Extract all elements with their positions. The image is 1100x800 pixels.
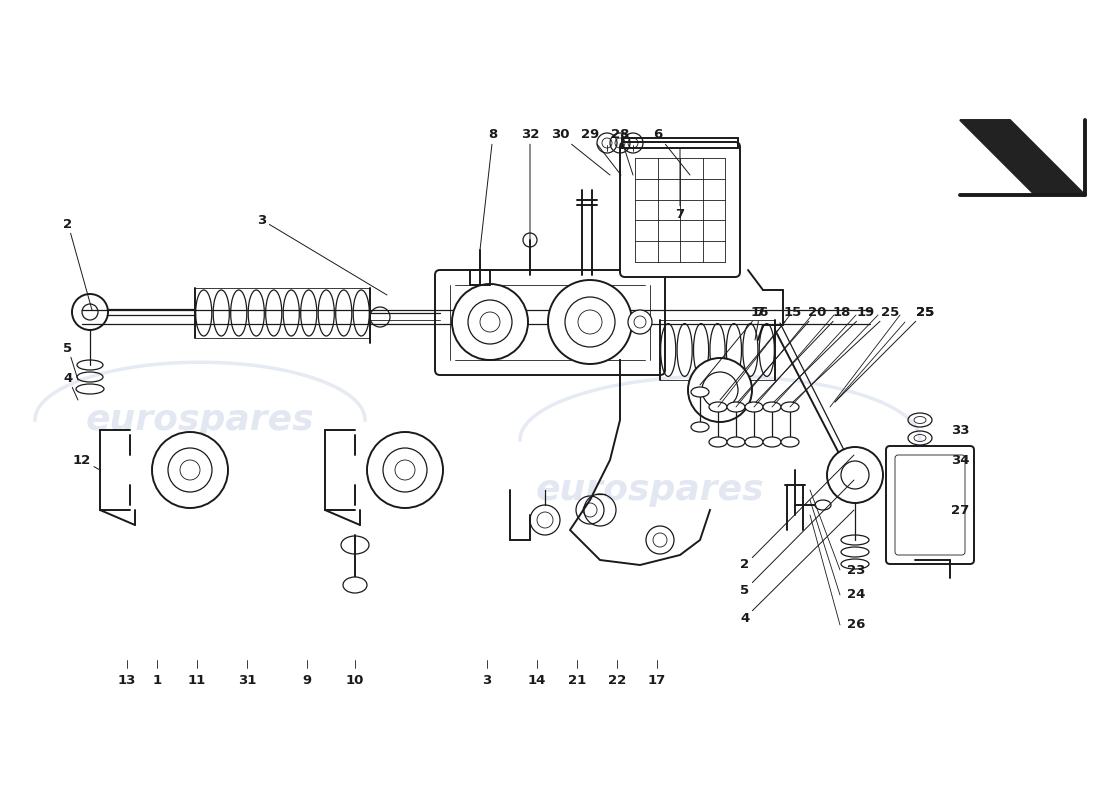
Text: 24: 24 (847, 589, 866, 602)
Text: 29: 29 (581, 129, 622, 175)
Ellipse shape (745, 402, 763, 412)
Circle shape (688, 358, 752, 422)
Text: 3: 3 (483, 674, 492, 686)
Text: eurospares: eurospares (86, 403, 315, 437)
Text: 12: 12 (73, 454, 100, 470)
Ellipse shape (815, 500, 830, 510)
Ellipse shape (727, 402, 745, 412)
Text: 30: 30 (551, 129, 611, 175)
Text: 18: 18 (756, 306, 851, 402)
Ellipse shape (781, 402, 799, 412)
Text: 7: 7 (755, 306, 764, 340)
Ellipse shape (710, 402, 727, 412)
Circle shape (628, 310, 652, 334)
Text: 7: 7 (675, 148, 684, 222)
Text: eurospares: eurospares (536, 473, 764, 507)
FancyBboxPatch shape (886, 446, 974, 564)
Circle shape (548, 280, 632, 364)
Text: 27: 27 (950, 503, 969, 517)
Ellipse shape (763, 437, 781, 447)
Text: 8: 8 (480, 129, 497, 250)
Text: 26: 26 (847, 618, 866, 631)
Text: 20: 20 (738, 306, 826, 402)
Text: 15: 15 (720, 306, 802, 400)
Ellipse shape (727, 437, 745, 447)
Ellipse shape (781, 437, 799, 447)
Text: 17: 17 (648, 674, 667, 686)
FancyBboxPatch shape (620, 142, 740, 277)
Text: 28: 28 (610, 129, 632, 175)
Text: 3: 3 (257, 214, 387, 295)
Text: 25: 25 (793, 306, 899, 402)
Text: 23: 23 (847, 563, 866, 577)
Text: 1: 1 (153, 674, 162, 686)
Ellipse shape (691, 387, 710, 397)
Text: 10: 10 (345, 674, 364, 686)
Text: 4: 4 (64, 371, 78, 400)
Text: 2: 2 (64, 218, 92, 310)
Ellipse shape (710, 437, 727, 447)
Ellipse shape (763, 402, 781, 412)
Text: 33: 33 (950, 423, 969, 437)
Text: 5: 5 (64, 342, 78, 380)
Text: 2: 2 (740, 455, 854, 571)
Text: 21: 21 (568, 674, 586, 686)
Text: 4: 4 (740, 510, 854, 625)
Text: 13: 13 (118, 674, 136, 686)
Text: 19: 19 (774, 306, 876, 402)
FancyBboxPatch shape (434, 270, 666, 375)
Circle shape (452, 284, 528, 360)
Polygon shape (960, 120, 1085, 195)
Text: 32: 32 (520, 129, 539, 240)
Text: 9: 9 (302, 674, 311, 686)
Text: 14: 14 (528, 674, 547, 686)
Text: 31: 31 (238, 674, 256, 686)
Circle shape (152, 432, 228, 508)
Text: 25: 25 (835, 306, 934, 402)
Circle shape (367, 432, 443, 508)
Text: 6: 6 (653, 129, 690, 175)
Text: 25: 25 (916, 306, 934, 318)
Ellipse shape (691, 422, 710, 432)
Text: 34: 34 (950, 454, 969, 466)
Circle shape (827, 447, 883, 503)
Text: 11: 11 (188, 674, 206, 686)
Text: 22: 22 (608, 674, 626, 686)
Ellipse shape (745, 437, 763, 447)
Text: 16: 16 (700, 306, 769, 385)
Text: 5: 5 (740, 480, 854, 597)
Ellipse shape (343, 577, 367, 593)
